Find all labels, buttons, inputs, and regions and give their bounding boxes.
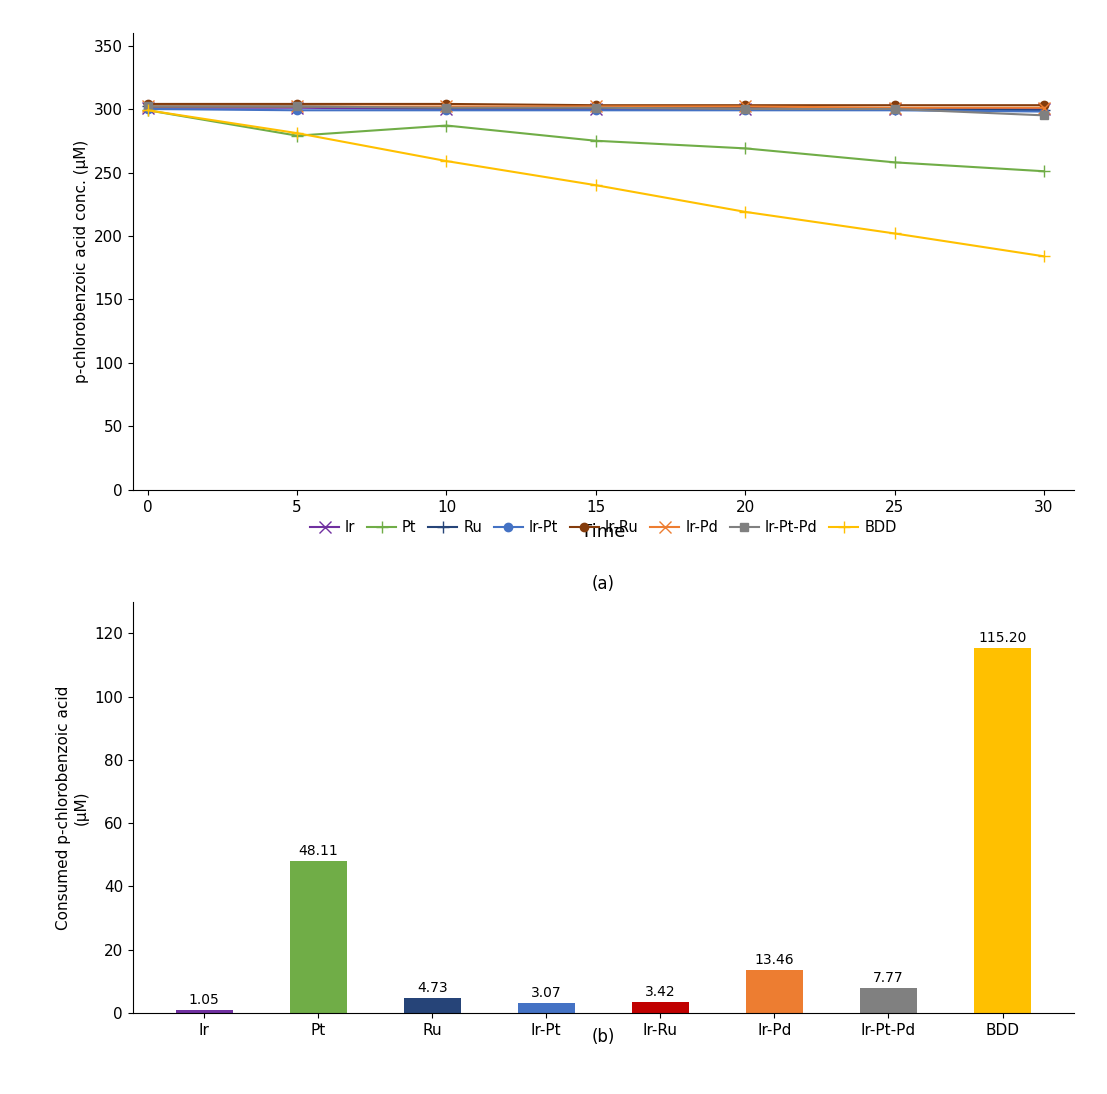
Ir-Pd — [738, 100, 752, 113]
Bar — [974, 649, 1031, 1013]
Pt — [290, 129, 303, 142]
Ir-Pt-Pd — [888, 103, 901, 116]
Ir-Pt — [290, 104, 303, 117]
Ir-Pt-Pd — [290, 100, 303, 113]
Pt — [439, 119, 453, 132]
Ir-Ru — [738, 98, 752, 112]
Ir-Pt — [1037, 105, 1051, 118]
Ir-Pd — [141, 100, 154, 113]
Bar — [746, 970, 803, 1013]
Ir-Ru — [141, 97, 154, 110]
Text: 13.46: 13.46 — [755, 953, 794, 967]
Ir-Pt — [888, 104, 901, 117]
Ir — [439, 103, 453, 116]
Ir-Ru — [439, 97, 453, 110]
Ir-Pt — [141, 103, 154, 116]
Legend: Ir, Pt, Ru, Ir-Pt, Ir-Ru, Ir-Pd, Ir-Pt-Pd, BDD: Ir, Pt, Ru, Ir-Pt, Ir-Ru, Ir-Pd, Ir-Pt-P… — [304, 514, 902, 540]
Ir-Pt-Pd — [1037, 108, 1051, 121]
Ir — [888, 103, 901, 116]
Text: (b): (b) — [591, 1027, 615, 1046]
Ir-Pt — [439, 104, 453, 117]
Ir-Pt-Pd — [589, 101, 602, 114]
Pt — [888, 155, 901, 168]
Ir — [738, 103, 752, 116]
Text: 115.20: 115.20 — [979, 631, 1026, 645]
Text: 1.05: 1.05 — [189, 992, 219, 1006]
Pt — [1037, 165, 1051, 178]
Ir-Ru — [290, 97, 303, 110]
Line: Ir: Ir — [142, 102, 1049, 115]
Text: 48.11: 48.11 — [298, 843, 338, 858]
Ru — [888, 103, 901, 116]
Ru — [141, 100, 154, 113]
Bar — [404, 998, 461, 1013]
Ir-Ru — [589, 98, 602, 112]
Text: (a): (a) — [592, 574, 614, 593]
Line: Ir-Pd: Ir-Pd — [142, 101, 1049, 114]
Ir — [589, 103, 602, 116]
BDD — [290, 127, 303, 140]
Ir-Pd — [589, 100, 602, 113]
Ru — [439, 101, 453, 114]
Text: 3.07: 3.07 — [531, 986, 561, 1000]
Text: 3.42: 3.42 — [645, 985, 675, 999]
BDD — [141, 104, 154, 117]
Ir-Pd — [888, 101, 901, 114]
Ir — [290, 101, 303, 114]
Ir-Pt — [738, 104, 752, 117]
BDD — [589, 178, 602, 191]
Line: Ru: Ru — [142, 101, 1049, 116]
X-axis label: Time: Time — [581, 523, 625, 542]
Pt — [738, 142, 752, 155]
Ru — [290, 100, 303, 113]
Line: BDD: BDD — [142, 105, 1049, 261]
Ir — [1037, 103, 1051, 116]
Line: Ir-Pt-Pd: Ir-Pt-Pd — [144, 103, 1048, 119]
Bar — [290, 861, 346, 1013]
Line: Ir-Ru: Ir-Ru — [144, 100, 1048, 109]
Ru — [1037, 104, 1051, 117]
Ir-Pt — [589, 104, 602, 117]
Y-axis label: p-chlorobenzoic acid conc. (μM): p-chlorobenzoic acid conc. (μM) — [73, 140, 89, 383]
Ir-Pd — [439, 100, 453, 113]
Ir-Pt-Pd — [439, 101, 453, 114]
Line: Ir-Pt: Ir-Pt — [144, 105, 1048, 116]
BDD — [439, 154, 453, 167]
Ir-Ru — [888, 98, 901, 112]
Ru — [589, 101, 602, 114]
Pt — [141, 104, 154, 117]
Text: 4.73: 4.73 — [417, 981, 447, 994]
Ir-Ru — [1037, 98, 1051, 112]
BDD — [738, 206, 752, 219]
Ir-Pt-Pd — [141, 100, 154, 113]
Y-axis label: Consumed p-chlorobenzoic acid
(μM): Consumed p-chlorobenzoic acid (μM) — [56, 685, 89, 930]
Bar — [632, 1002, 689, 1013]
Bar — [518, 1003, 575, 1013]
Bar — [860, 989, 917, 1013]
BDD — [888, 226, 901, 240]
Line: Pt: Pt — [142, 105, 1049, 177]
Ir-Pd — [1037, 101, 1051, 114]
BDD — [1037, 249, 1051, 263]
Bar — [176, 1010, 232, 1013]
Pt — [589, 135, 602, 148]
Ru — [738, 101, 752, 114]
Ir-Pd — [290, 100, 303, 113]
Ir-Pt-Pd — [738, 103, 752, 116]
Ir — [141, 101, 154, 114]
Text: 7.77: 7.77 — [873, 971, 903, 986]
